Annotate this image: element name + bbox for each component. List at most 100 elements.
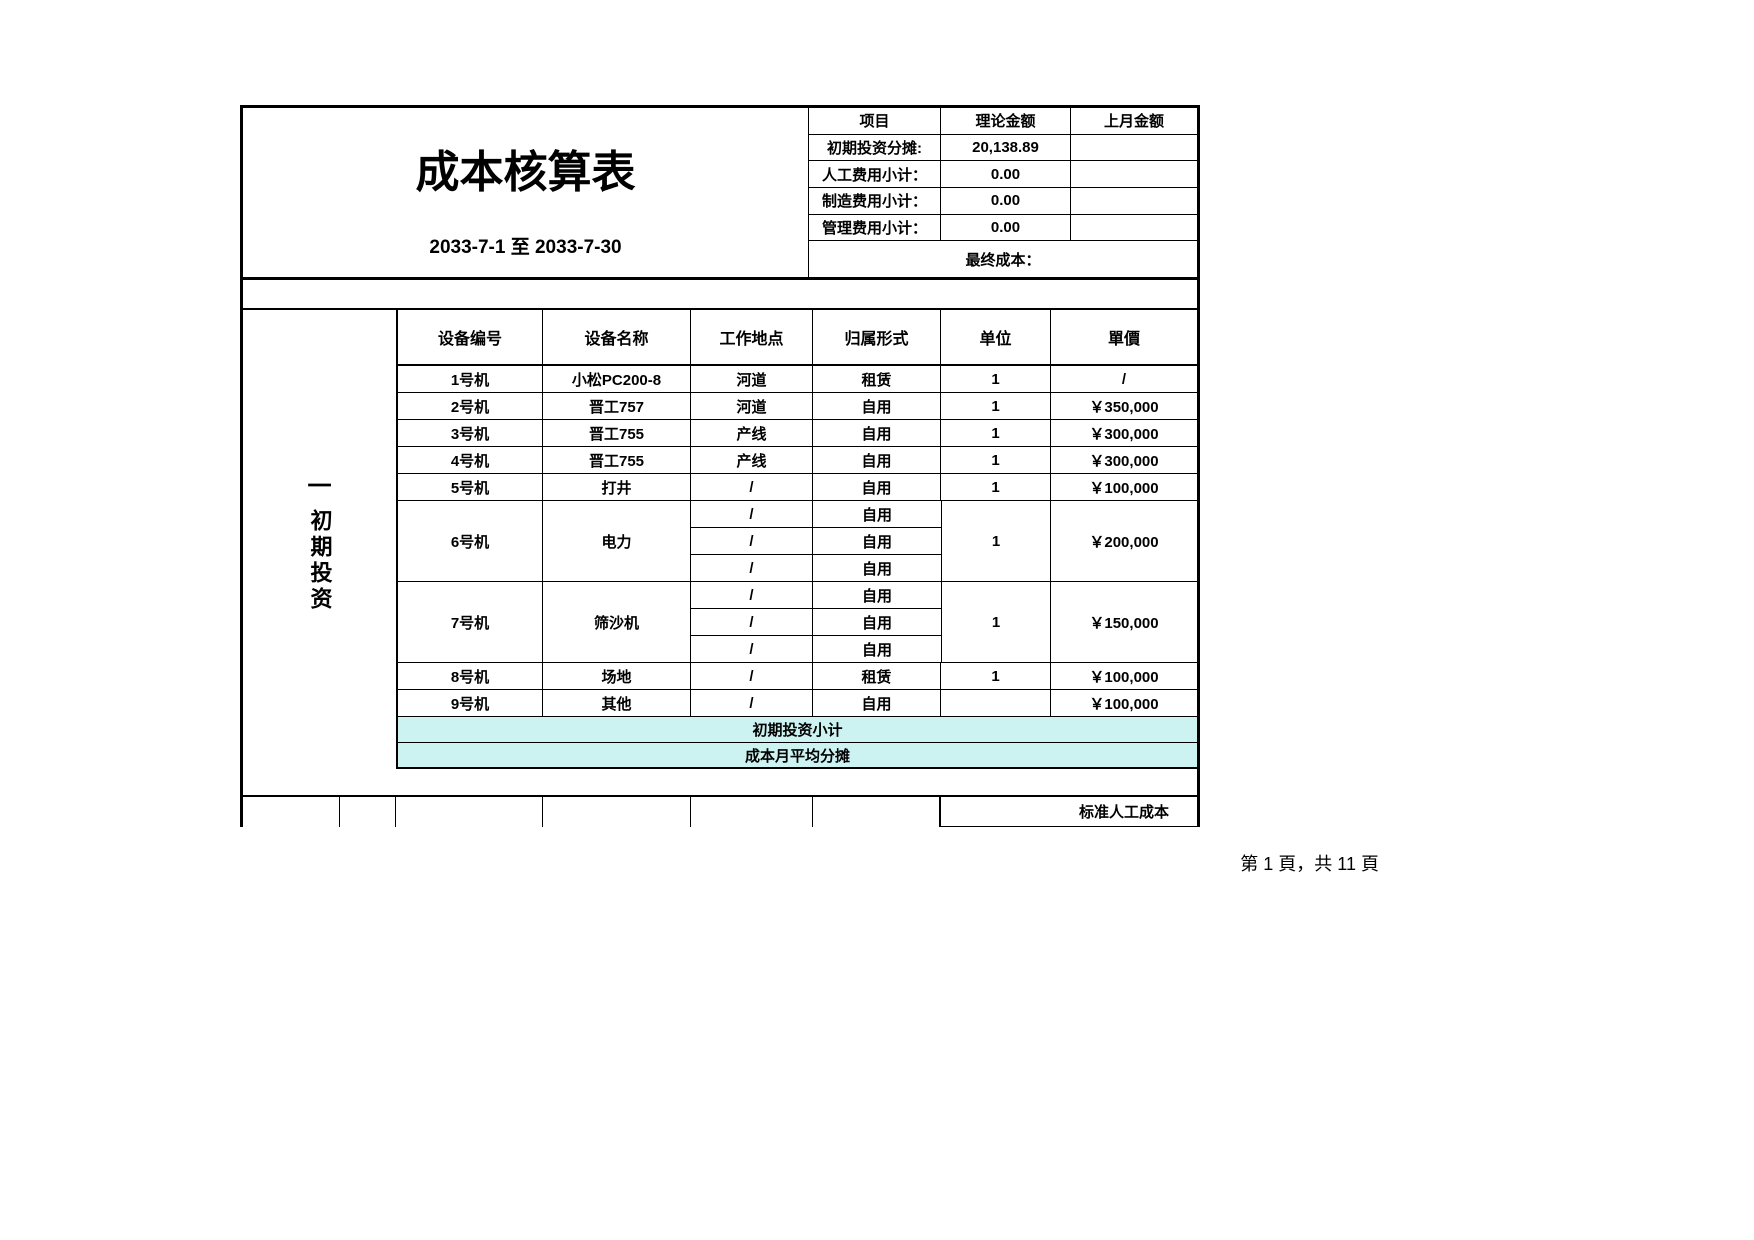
spacer-1 [240, 280, 1200, 310]
sum-final: 最终成本： [808, 241, 1197, 277]
summary-header: 项目 理论金额 上月金额 [808, 108, 1197, 135]
sum-final-label: 最终成本： [808, 241, 1197, 277]
r0-a: 1号机 [398, 366, 543, 392]
r8-e: 1 [941, 663, 1051, 689]
page-title: 成本核算表 [416, 136, 636, 200]
avg-row: 成本月平均分摊 [398, 743, 1197, 769]
r1-b: 晋工757 [543, 393, 691, 419]
date-range: 2033-7-1 至 2033-7-30 [429, 232, 621, 259]
m0s2-c: / [691, 555, 813, 581]
m0-a: 6号机 [398, 501, 543, 581]
h-ownership: 归属形式 [813, 310, 941, 364]
sum-row-0: 初期投资分摊: 20,138.89 [808, 135, 1197, 162]
r9-d: 自用 [813, 690, 941, 716]
sum-h-theory: 理论金额 [941, 108, 1071, 134]
r0-e: 1 [941, 366, 1051, 392]
m0s0-d: 自用 [813, 501, 941, 527]
m1-f: ￥150,000 [1051, 582, 1197, 662]
m0s0-c: / [691, 501, 813, 527]
r3-a: 4号机 [398, 447, 543, 473]
r4-d: 自用 [813, 474, 941, 500]
m1s1-c: / [691, 609, 813, 635]
r9-b: 其他 [543, 690, 691, 716]
r1-a: 2号机 [398, 393, 543, 419]
r4-a: 5号机 [398, 474, 543, 500]
r9-a: 9号机 [398, 690, 543, 716]
sum-r2-c2: 0.00 [941, 188, 1071, 214]
b-c1 [243, 797, 340, 827]
sum-r1-c1: 人工费用小计： [808, 161, 941, 187]
table-row-merged: 7号机 筛沙机 /自用 /自用 /自用 1 ￥150,000 [398, 582, 1197, 663]
table-row: 1号机 小松PC200-8 河道 租赁 1 / [398, 366, 1197, 393]
r8-b: 场地 [543, 663, 691, 689]
page-number: 第 1 頁，共 11 頁 [1240, 850, 1379, 876]
r4-b: 打井 [543, 474, 691, 500]
r9-f: ￥100,000 [1051, 690, 1197, 716]
section-name: 初期投资 [304, 509, 336, 613]
b-c6 [813, 797, 941, 827]
sum-row-3: 管理费用小计： 0.00 [808, 215, 1197, 242]
r9-c: / [691, 690, 813, 716]
sum-r0-c2: 20,138.89 [941, 135, 1071, 161]
r8-c: / [691, 663, 813, 689]
b-c3 [396, 797, 543, 827]
table-row: 8号机 场地 / 租赁 1 ￥100,000 [398, 663, 1197, 690]
m1s0-d: 自用 [813, 582, 941, 608]
sum-r2-c3 [1071, 188, 1197, 214]
m1-sub: /自用 /自用 /自用 [691, 582, 941, 662]
m0s1-d: 自用 [813, 528, 941, 554]
r1-c: 河道 [691, 393, 813, 419]
r2-f: ￥300,000 [1051, 420, 1197, 446]
table-body: 设备编号 设备名称 工作地点 归属形式 单位 單價 1号机 小松PC200-8 … [398, 310, 1197, 769]
r3-e: 1 [941, 447, 1051, 473]
r9-e [941, 690, 1051, 716]
table-row: 3号机 晋工755 产线 自用 1 ￥300,000 [398, 420, 1197, 447]
m0s2-d: 自用 [813, 555, 941, 581]
sum-r3-c1: 管理费用小计： [808, 215, 941, 241]
sum-r3-c3 [1071, 215, 1197, 241]
m1s2-c: / [691, 636, 813, 662]
summary-table: 项目 理论金额 上月金额 初期投资分摊: 20,138.89 人工费用小计： 0… [808, 108, 1197, 277]
b-c5 [691, 797, 813, 827]
h-unit: 单位 [941, 310, 1051, 364]
m0-sub: /自用 /自用 /自用 [691, 501, 941, 581]
r8-a: 8号机 [398, 663, 543, 689]
sum-r3-c2: 0.00 [941, 215, 1071, 241]
b-c4 [543, 797, 691, 827]
r3-f: ￥300,000 [1051, 447, 1197, 473]
sum-r1-c3 [1071, 161, 1197, 187]
h-location: 工作地点 [691, 310, 813, 364]
title-area: 成本核算表 2033-7-1 至 2033-7-30 [243, 108, 808, 277]
r3-c: 产线 [691, 447, 813, 473]
header-box: 成本核算表 2033-7-1 至 2033-7-30 项目 理论金额 上月金额 … [240, 105, 1200, 280]
table-row: 5号机 打井 / 自用 1 ￥100,000 [398, 474, 1197, 501]
sum-r0-c1: 初期投资分摊: [808, 135, 941, 161]
r1-f: ￥350,000 [1051, 393, 1197, 419]
sum-h-last: 上月金额 [1071, 108, 1197, 134]
r1-d: 自用 [813, 393, 941, 419]
r8-d: 租赁 [813, 663, 941, 689]
h-equip-no: 设备编号 [398, 310, 543, 364]
section-index: 一 [308, 466, 332, 501]
r1-e: 1 [941, 393, 1051, 419]
m1-a: 7号机 [398, 582, 543, 662]
h-price: 單價 [1051, 310, 1197, 364]
m1-e: 1 [941, 582, 1051, 662]
r2-c: 产线 [691, 420, 813, 446]
m0-b: 电力 [543, 501, 691, 581]
section-label: 一 初期投资 [243, 310, 398, 769]
cost-sheet: 成本核算表 2033-7-1 至 2033-7-30 项目 理论金额 上月金额 … [240, 105, 1200, 827]
main-table: 一 初期投资 设备编号 设备名称 工作地点 归属形式 单位 單價 1号机 小松P… [240, 310, 1200, 769]
m1s0-c: / [691, 582, 813, 608]
sum-h-project: 项目 [808, 108, 941, 134]
m0s1-c: / [691, 528, 813, 554]
sum-r0-c3 [1071, 135, 1197, 161]
table-header: 设备编号 设备名称 工作地点 归属形式 单位 單價 [398, 310, 1197, 366]
subtotal-row: 初期投资小计 [398, 717, 1197, 743]
spacer-2 [240, 769, 1200, 797]
bottom-label: 标准人工成本 [1051, 797, 1197, 827]
sum-r1-c2: 0.00 [941, 161, 1071, 187]
r0-d: 租赁 [813, 366, 941, 392]
r2-a: 3号机 [398, 420, 543, 446]
r3-b: 晋工755 [543, 447, 691, 473]
